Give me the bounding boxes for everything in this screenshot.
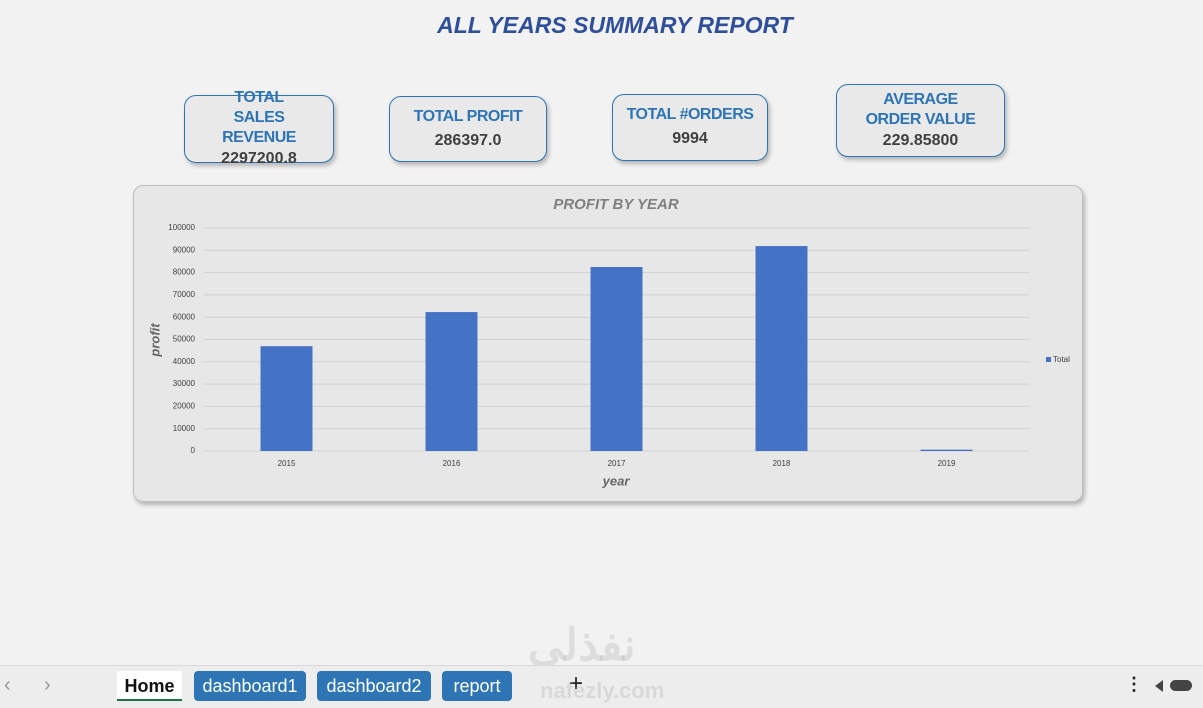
y-tick-label: 70000 — [173, 290, 196, 299]
y-tick-label: 10000 — [173, 424, 196, 433]
kpi-label: TOTAL PROFIT — [413, 107, 523, 125]
scroll-right[interactable]: › — [44, 674, 51, 696]
chart-panel: PROFIT BY YEAR year profit 0 10000 20000 30… — [133, 185, 1083, 502]
bar — [425, 312, 478, 451]
y-tick-label: 40000 — [173, 357, 196, 366]
sheet-tab[interactable]: Home — [117, 671, 182, 701]
watermark: نفذلي — [528, 621, 636, 670]
kpi-card: TOTAL PROFIT 286397.0 — [389, 96, 547, 162]
kpi-card: TOTAL #ORDERS 9994 — [612, 94, 768, 161]
x-tick-label: 2019 — [938, 459, 956, 468]
y-tick-label: 50000 — [173, 335, 196, 344]
y-tick-label: 30000 — [173, 379, 196, 388]
kpi-value: 9994 — [672, 130, 708, 147]
x-tick-label: 2018 — [773, 459, 791, 468]
x-tick-label: 2016 — [443, 459, 461, 468]
legend-label: Total — [1053, 355, 1070, 364]
y-tick-label: 0 — [191, 446, 196, 455]
kpi-label: AVERAGE ORDER VALUE — [865, 90, 976, 128]
more-menu[interactable]: ⋮ — [1125, 674, 1143, 694]
y-tick-label: 60000 — [173, 312, 196, 321]
kpi-label: TOTAL #ORDERS — [626, 106, 754, 123]
sheet-tab[interactable]: dashboard2 — [317, 671, 431, 701]
sheet-tab[interactable]: dashboard1 — [194, 671, 306, 701]
sheet-tab-bar: ‹ › Home dashboard1 dashboard2 report + … — [0, 665, 1203, 708]
y-tick-label: 20000 — [173, 402, 196, 411]
kpi-card: TOTAL SALES REVENUE 2297200.8 — [184, 89, 334, 167]
kpi-value: 229.85800 — [882, 131, 959, 149]
scrollbar[interactable] — [1170, 680, 1192, 691]
bar — [920, 449, 973, 451]
report-title: ALL YEARS SUMMARY REPORT — [437, 12, 793, 38]
scroll-arrow[interactable] — [1155, 680, 1163, 692]
y-axis-label: profit — [147, 323, 162, 358]
bar — [260, 346, 313, 451]
sheet-tab[interactable]: report — [442, 671, 512, 701]
legend-swatch — [1046, 357, 1051, 362]
scroll-left[interactable]: ‹ — [4, 674, 11, 696]
x-axis-label: year — [602, 473, 631, 488]
kpi-card: AVERAGE ORDER VALUE 229.85800 — [836, 84, 1005, 157]
x-tick-label: 2017 — [608, 459, 626, 468]
x-tick-label: 2015 — [278, 459, 296, 468]
bar — [590, 267, 643, 451]
watermark: nafezly.com — [540, 678, 665, 703]
chart: PROFIT BY YEAR year profit 0 10000 20000 30… — [147, 196, 1070, 488]
y-tick-label: 90000 — [173, 245, 196, 254]
bar — [755, 246, 808, 451]
y-tick-label: 80000 — [173, 268, 196, 277]
kpi-value: 286397.0 — [434, 131, 502, 149]
y-tick-label: 100000 — [168, 223, 195, 232]
kpi-label: TOTAL SALES REVENUE — [222, 89, 296, 146]
chart-title: PROFIT BY YEAR — [553, 196, 678, 213]
kpi-value: 2297200.8 — [221, 150, 297, 167]
add-sheet[interactable]: + — [569, 670, 584, 697]
